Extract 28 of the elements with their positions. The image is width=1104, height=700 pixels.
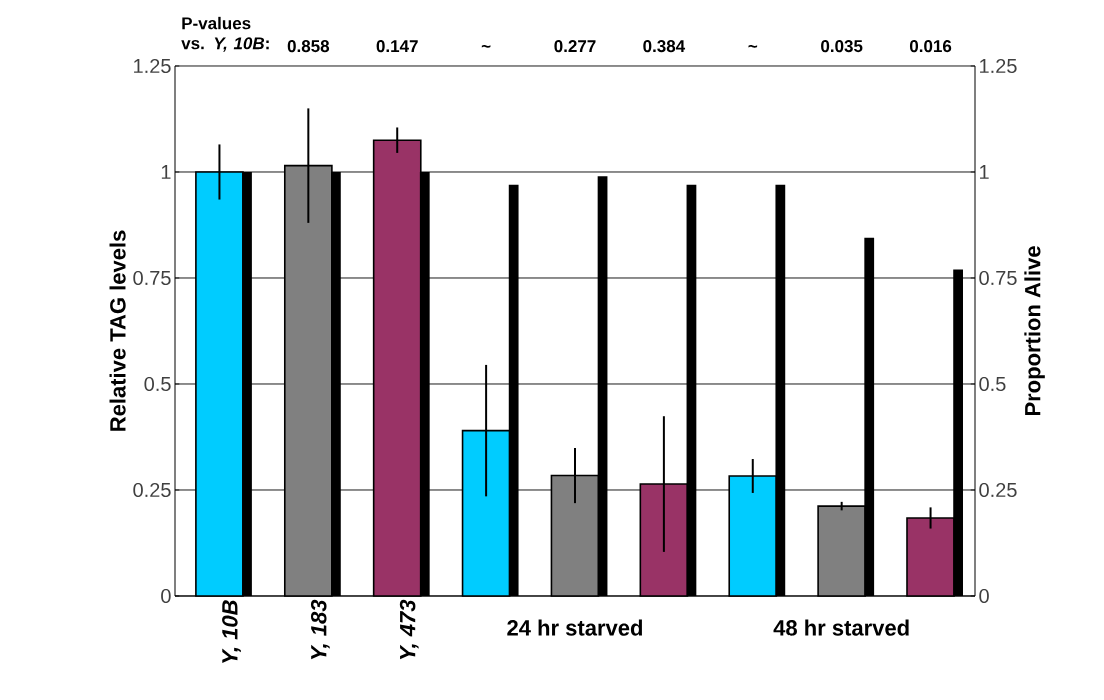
text: 0.277 [554,40,596,53]
y-tick-label: 0.25 [133,482,171,498]
text: 0.035 [821,40,863,53]
y2-tick-label: 0.75 [979,270,1017,286]
x-tick-label: Y, 183 [310,599,330,660]
x-tick-label: 48 hr starved [773,619,909,636]
y2-tick-label: 1.25 [980,58,1017,74]
y-axis-title: Relative TAG levels [109,230,126,431]
x-tick-label: Y, 473 [399,599,419,660]
y2-axis-title: Proportion Alive [1024,246,1045,416]
y2-tick-label: 1 [980,165,989,179]
y2-tick-label: 0 [979,588,989,604]
text: 0.384 [643,40,686,53]
y2-tick-label: 0.25 [979,482,1017,498]
y-tick-label: 0.5 [144,376,171,392]
x-tick-label: Y, 10B [222,600,241,663]
text: ~ [748,45,758,48]
text: P-values vs. Y, 10B: [181,16,269,52]
text: 0.858 [287,40,330,53]
y-tick-label: 0 [161,588,171,604]
y-tick-label: 1.25 [134,58,171,74]
text: 0.147 [376,40,418,53]
text: 0.016 [909,40,952,53]
text: ~ [481,45,491,48]
y2-tick-label: 0.5 [979,376,1006,392]
y-tick-label: 1 [161,165,171,179]
x-tick-label: 24 hr starved [507,619,642,636]
y-tick-label: 0.75 [133,270,171,286]
